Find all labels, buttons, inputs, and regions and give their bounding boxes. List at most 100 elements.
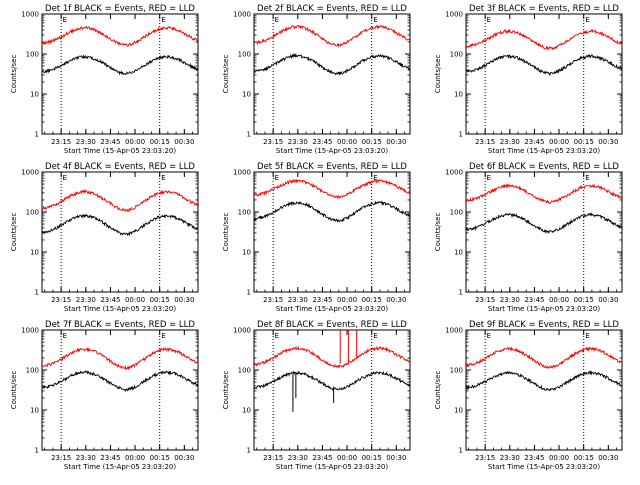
e-marker: E — [63, 332, 67, 340]
y-tick-label: 1 — [35, 131, 39, 139]
e-marker: E — [275, 174, 279, 182]
x-axis-label: Start Time (15-Apr-05 23:03:20) — [276, 305, 388, 313]
x-tick-label: 23:15 — [475, 138, 495, 146]
lld-rate-trace — [254, 345, 410, 368]
e-marker: E — [275, 332, 279, 340]
x-tick-label: 00:15 — [574, 138, 594, 146]
detector-panel-3: Det 3f BLACK = Events, RED = LLD 1 10 100 10… — [434, 4, 623, 155]
e-marker: E — [585, 16, 589, 24]
y-tick-label: 1000 — [445, 169, 463, 177]
y-tick-label: 10 — [242, 249, 251, 257]
x-tick-label: 00:30 — [386, 296, 406, 304]
detector-panel-1: Det 1f BLACK = Events, RED = LLD 1 10 100 10… — [10, 4, 199, 155]
events-rate-trace — [466, 369, 622, 392]
events-rate-trace — [254, 370, 410, 391]
y-axis-label: Counts/sec — [222, 213, 230, 252]
x-tick-label: 00:00 — [337, 296, 357, 304]
lld-rate-trace — [254, 178, 410, 200]
x-tick-label: 00:30 — [174, 454, 194, 462]
panel-title: Det 3f BLACK = Events, RED = LLD — [469, 4, 619, 14]
y-tick-label: 1 — [247, 447, 251, 455]
y-tick-label: 100 — [450, 209, 463, 217]
lld-rate-trace — [42, 189, 198, 212]
y-tick-label: 1 — [35, 289, 39, 297]
e-marker: E — [63, 16, 67, 24]
plot-frame — [41, 13, 199, 135]
e-marker: E — [487, 16, 491, 24]
x-tick-label: 00:30 — [386, 454, 406, 462]
x-tick-label: 23:45 — [312, 296, 332, 304]
y-tick-label: 10 — [454, 91, 463, 99]
x-tick-label: 23:30 — [500, 296, 520, 304]
x-tick-label: 00:00 — [125, 454, 145, 462]
y-axis-label: Counts/sec — [222, 371, 230, 410]
events-rate-trace — [466, 54, 622, 76]
y-axis-label: Counts/sec — [10, 371, 18, 410]
x-tick-label: 23:15 — [51, 454, 71, 462]
e-marker: E — [373, 332, 377, 340]
panel-title: Det 5f BLACK = Events, RED = LLD — [257, 162, 407, 172]
x-axis-label: Start Time (15-Apr-05 23:03:20) — [488, 463, 600, 471]
y-tick-label: 100 — [238, 51, 251, 59]
x-axis-label: Start Time (15-Apr-05 23:03:20) — [64, 305, 176, 313]
y-tick-label: 10 — [454, 249, 463, 257]
x-tick-label: 23:45 — [100, 296, 120, 304]
e-marker: E — [161, 16, 165, 24]
panel-title: Det 4f BLACK = Events, RED = LLD — [45, 162, 195, 172]
y-tick-label: 100 — [238, 209, 251, 217]
x-tick-label: 00:30 — [386, 138, 406, 146]
x-tick-label: 00:00 — [125, 296, 145, 304]
e-marker: E — [487, 332, 491, 340]
x-tick-label: 00:15 — [362, 296, 382, 304]
y-tick-label: 100 — [26, 367, 39, 375]
y-tick-label: 1 — [459, 131, 463, 139]
y-tick-label: 10 — [30, 249, 39, 257]
y-tick-label: 1000 — [233, 11, 251, 19]
x-axis-label: Start Time (15-Apr-05 23:03:20) — [276, 147, 388, 155]
y-tick-label: 100 — [238, 367, 251, 375]
x-tick-label: 00:00 — [549, 454, 569, 462]
e-marker: E — [275, 16, 279, 24]
y-tick-label: 10 — [454, 407, 463, 415]
x-tick-label: 00:30 — [174, 296, 194, 304]
x-tick-label: 00:15 — [362, 138, 382, 146]
lld-rate-trace — [466, 183, 622, 204]
x-tick-label: 23:15 — [263, 296, 283, 304]
x-tick-label: 23:45 — [100, 138, 120, 146]
x-tick-label: 00:30 — [598, 296, 618, 304]
plot-frame — [465, 171, 623, 293]
x-tick-label: 23:30 — [288, 454, 308, 462]
lld-rate-trace — [254, 24, 410, 48]
events-rate-trace — [466, 212, 622, 235]
y-tick-label: 10 — [242, 91, 251, 99]
x-tick-label: 00:00 — [337, 138, 357, 146]
x-tick-label: 00:30 — [598, 138, 618, 146]
detector-panel-2: Det 2f BLACK = Events, RED = LLD 1 10 100 10… — [222, 4, 411, 155]
e-marker: E — [161, 174, 165, 182]
plot-frame — [41, 329, 199, 451]
y-tick-label: 1000 — [445, 327, 463, 335]
x-tick-label: 23:30 — [500, 138, 520, 146]
y-tick-label: 1000 — [445, 11, 463, 19]
y-tick-label: 10 — [30, 91, 39, 99]
y-tick-label: 1 — [459, 447, 463, 455]
x-tick-label: 23:45 — [524, 454, 544, 462]
x-tick-label: 23:45 — [312, 454, 332, 462]
e-marker: E — [373, 16, 377, 24]
y-axis-label: Counts/sec — [10, 213, 18, 252]
e-marker: E — [63, 174, 67, 182]
y-tick-label: 1000 — [21, 327, 39, 335]
y-axis-label: Counts/sec — [434, 371, 442, 410]
plot-frame — [465, 329, 623, 451]
x-axis-label: Start Time (15-Apr-05 23:03:20) — [488, 305, 600, 313]
y-tick-label: 1 — [247, 289, 251, 297]
x-tick-label: 00:00 — [549, 138, 569, 146]
x-axis-label: Start Time (15-Apr-05 23:03:20) — [276, 463, 388, 471]
y-tick-label: 10 — [30, 407, 39, 415]
y-tick-label: 1000 — [233, 327, 251, 335]
events-rate-trace — [42, 370, 198, 392]
x-axis-label: Start Time (15-Apr-05 23:03:20) — [64, 463, 176, 471]
x-axis-label: Start Time (15-Apr-05 23:03:20) — [64, 147, 176, 155]
